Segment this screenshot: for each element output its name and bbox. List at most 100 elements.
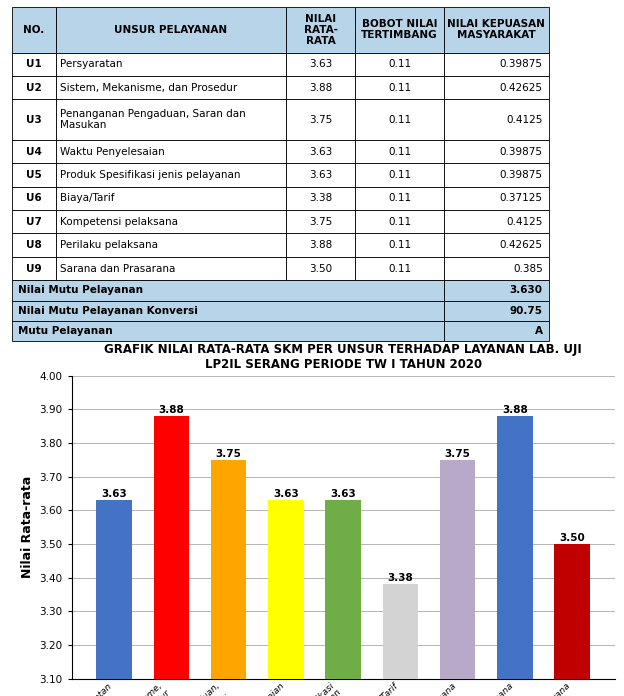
- Text: 0.39875: 0.39875: [500, 147, 543, 157]
- Bar: [12, 100, 56, 140]
- Bar: [12, 233, 56, 257]
- Bar: [12, 210, 56, 233]
- Bar: [12, 280, 444, 301]
- Text: U6: U6: [26, 193, 42, 203]
- Bar: [286, 210, 355, 233]
- Text: U3: U3: [26, 115, 42, 125]
- Text: Nilai Mutu Pelayanan: Nilai Mutu Pelayanan: [19, 285, 144, 295]
- Text: Persyaratan: Persyaratan: [61, 59, 123, 70]
- Text: 0.39875: 0.39875: [500, 59, 543, 70]
- Bar: [97, 500, 132, 696]
- Bar: [355, 257, 444, 280]
- Text: 3.88: 3.88: [309, 83, 333, 93]
- Text: 3.63: 3.63: [309, 59, 333, 70]
- Text: 3.75: 3.75: [309, 115, 333, 125]
- Text: 3.630: 3.630: [510, 285, 543, 295]
- Bar: [444, 257, 548, 280]
- Bar: [555, 544, 590, 696]
- Bar: [355, 100, 444, 140]
- Bar: [56, 233, 286, 257]
- Text: 0.11: 0.11: [388, 264, 411, 274]
- Bar: [444, 76, 548, 100]
- Bar: [211, 460, 246, 696]
- Text: U1: U1: [26, 59, 42, 70]
- Bar: [355, 53, 444, 76]
- Text: 3.63: 3.63: [101, 489, 127, 499]
- Text: U8: U8: [26, 240, 42, 250]
- Text: NILAI
RATA-
RATA: NILAI RATA- RATA: [304, 14, 338, 46]
- Y-axis label: Nilai Rata-rata: Nilai Rata-rata: [21, 476, 34, 578]
- Bar: [355, 187, 444, 210]
- Text: Perilaku pelaksana: Perilaku pelaksana: [61, 240, 158, 250]
- Text: 3.38: 3.38: [388, 573, 413, 583]
- Bar: [12, 76, 56, 100]
- Text: 0.11: 0.11: [388, 240, 411, 250]
- Text: 0.385: 0.385: [513, 264, 543, 274]
- Text: 3.75: 3.75: [445, 449, 470, 459]
- Bar: [56, 7, 286, 53]
- Bar: [444, 100, 548, 140]
- Bar: [12, 53, 56, 76]
- Text: NILAI KEPUASAN
MASYARAKAT: NILAI KEPUASAN MASYARAKAT: [447, 19, 545, 40]
- Bar: [286, 164, 355, 187]
- Title: GRAFIK NILAI RATA-RATA SKM PER UNSUR TERHADAP LAYANAN LAB. UJI
LP2IL SERANG PERI: GRAFIK NILAI RATA-RATA SKM PER UNSUR TER…: [104, 342, 582, 370]
- Text: UNSUR PELAYANAN: UNSUR PELAYANAN: [114, 25, 228, 35]
- Bar: [444, 187, 548, 210]
- Bar: [444, 164, 548, 187]
- Bar: [355, 210, 444, 233]
- Text: 0.11: 0.11: [388, 193, 411, 203]
- Text: U2: U2: [26, 83, 42, 93]
- Text: Kompetensi pelaksana: Kompetensi pelaksana: [61, 216, 178, 227]
- Bar: [444, 280, 548, 301]
- Text: 0.11: 0.11: [388, 83, 411, 93]
- Text: 0.11: 0.11: [388, 147, 411, 157]
- Text: 0.39875: 0.39875: [500, 170, 543, 180]
- Text: 0.42625: 0.42625: [500, 240, 543, 250]
- Text: 0.4125: 0.4125: [506, 216, 543, 227]
- Text: 3.50: 3.50: [309, 264, 332, 274]
- Bar: [444, 301, 548, 321]
- Bar: [286, 187, 355, 210]
- Bar: [355, 140, 444, 164]
- Text: 0.37125: 0.37125: [500, 193, 543, 203]
- Text: 90.75: 90.75: [510, 306, 543, 316]
- Bar: [497, 416, 533, 696]
- Bar: [444, 233, 548, 257]
- Text: 3.63: 3.63: [330, 489, 356, 499]
- Bar: [12, 321, 444, 341]
- Bar: [12, 257, 56, 280]
- Text: A: A: [535, 326, 543, 336]
- Bar: [286, 76, 355, 100]
- Bar: [12, 7, 56, 53]
- Text: 3.63: 3.63: [273, 489, 299, 499]
- Text: 3.63: 3.63: [309, 170, 333, 180]
- Bar: [56, 187, 286, 210]
- Text: U7: U7: [26, 216, 42, 227]
- Bar: [355, 7, 444, 53]
- Text: Sistem, Mekanisme, dan Prosedur: Sistem, Mekanisme, dan Prosedur: [61, 83, 238, 93]
- Text: 0.11: 0.11: [388, 170, 411, 180]
- Text: 3.88: 3.88: [158, 405, 184, 415]
- Bar: [56, 140, 286, 164]
- Bar: [444, 7, 548, 53]
- Text: 0.11: 0.11: [388, 59, 411, 70]
- Bar: [56, 210, 286, 233]
- Text: BOBOT NILAI
TERTIMBANG: BOBOT NILAI TERTIMBANG: [361, 19, 438, 40]
- Bar: [56, 53, 286, 76]
- Bar: [444, 210, 548, 233]
- Text: U4: U4: [26, 147, 42, 157]
- Bar: [286, 100, 355, 140]
- Bar: [12, 301, 444, 321]
- Text: 3.88: 3.88: [502, 405, 528, 415]
- Bar: [355, 164, 444, 187]
- Text: 3.88: 3.88: [309, 240, 333, 250]
- Bar: [56, 257, 286, 280]
- Text: Biaya/Tarif: Biaya/Tarif: [61, 193, 115, 203]
- Text: 3.75: 3.75: [216, 449, 241, 459]
- Text: 0.42625: 0.42625: [500, 83, 543, 93]
- Text: 0.11: 0.11: [388, 216, 411, 227]
- Bar: [286, 140, 355, 164]
- Bar: [286, 7, 355, 53]
- Bar: [12, 164, 56, 187]
- Text: Nilai Mutu Pelayanan Konversi: Nilai Mutu Pelayanan Konversi: [19, 306, 198, 316]
